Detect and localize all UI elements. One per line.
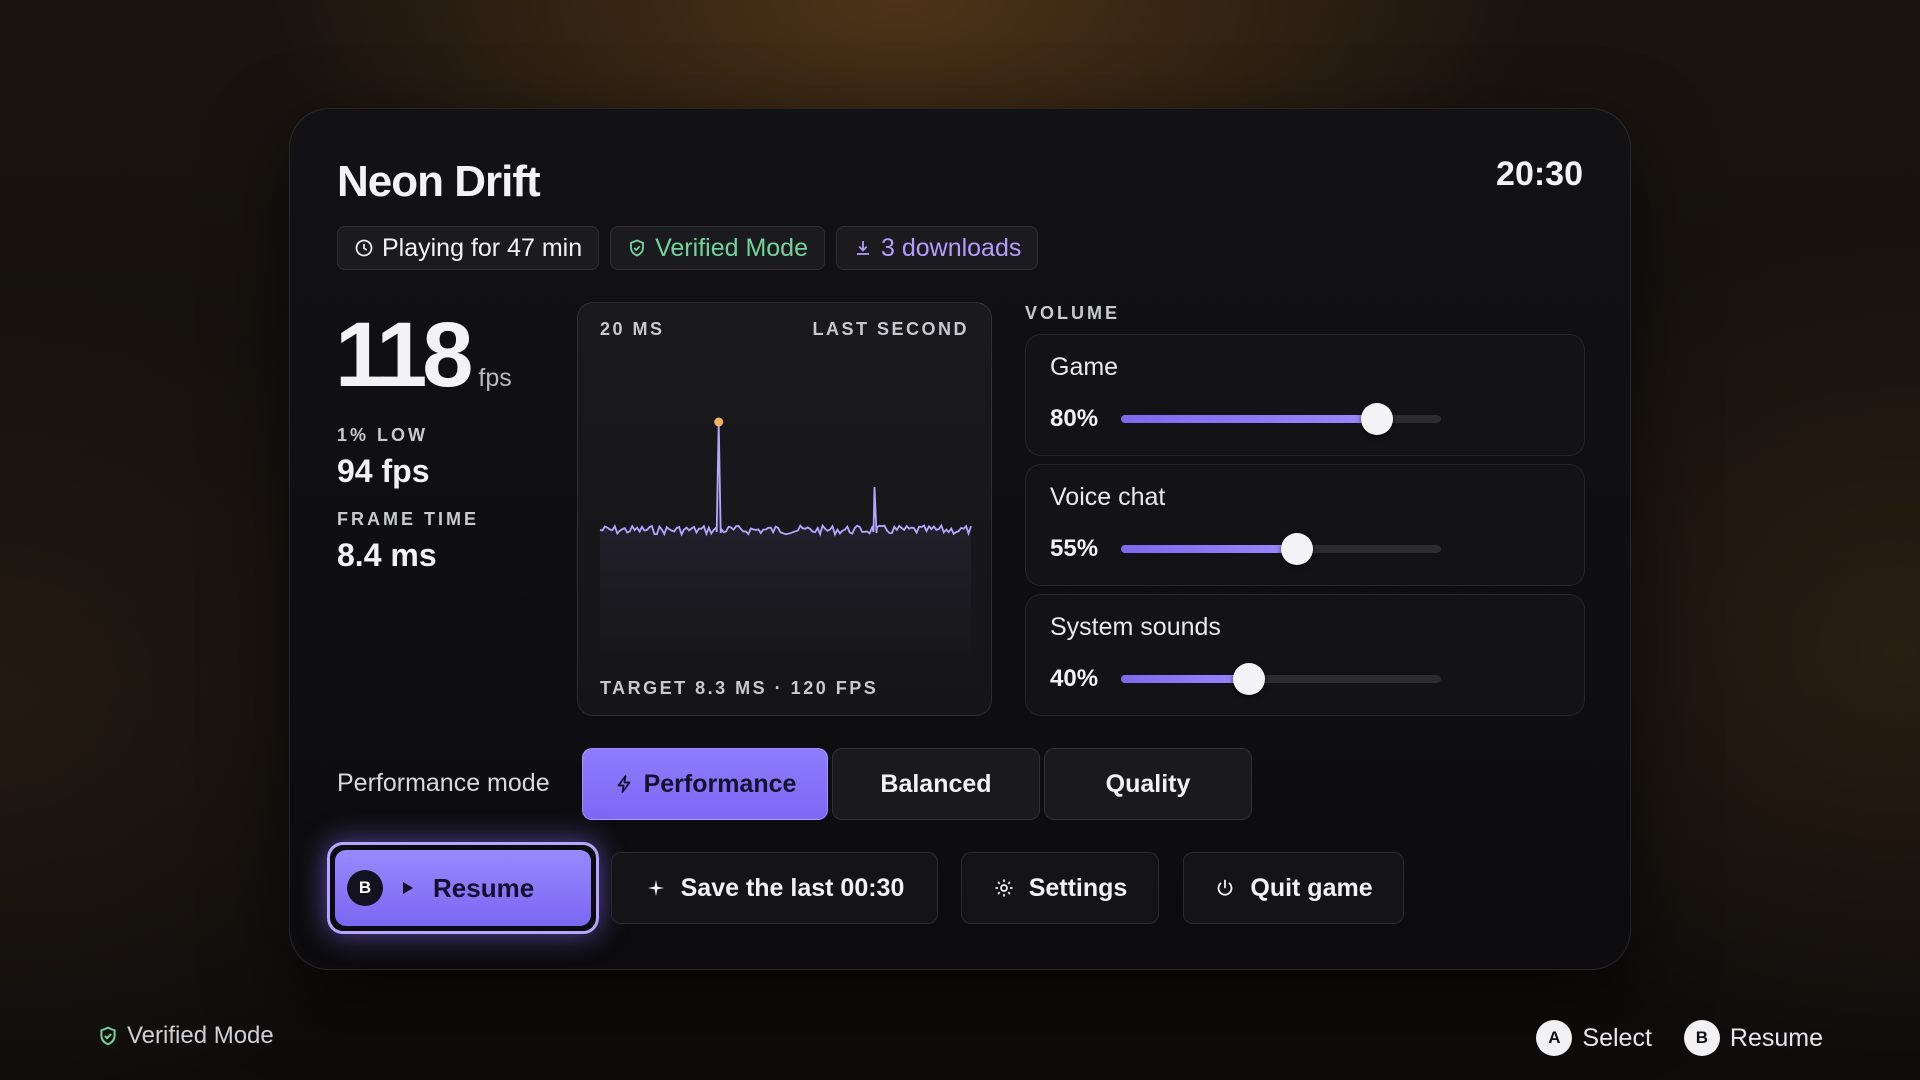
- volume-card-voice-chat: Voice chat 55%: [1025, 464, 1585, 586]
- hint-select: A Select: [1536, 1020, 1652, 1056]
- mode-label-text: Balanced: [880, 769, 992, 798]
- download-icon: [856, 241, 869, 255]
- frame-spike-marker: [714, 417, 724, 427]
- slider-knob[interactable]: [1361, 403, 1393, 435]
- performance-mode-label: Performance mode: [337, 769, 550, 797]
- frame-time-plot: [599, 417, 972, 653]
- volume-percent: 80%: [1050, 405, 1099, 432]
- settings-button[interactable]: Settings: [961, 852, 1159, 924]
- volume-section-label: VOLUME: [1025, 303, 1121, 323]
- slider-knob[interactable]: [1281, 533, 1313, 565]
- volume-name: Game: [1050, 353, 1119, 381]
- playtime-text: Playing for 47 min: [382, 233, 583, 262]
- settings-label: Settings: [1028, 873, 1128, 902]
- volume-card-game: Game 80%: [1025, 334, 1585, 456]
- b-button-badge: B: [347, 870, 383, 906]
- verified-text: Verified Mode: [655, 233, 808, 262]
- a-button-badge: A: [1536, 1020, 1573, 1056]
- downloads-chip[interactable]: 3 downloads: [835, 226, 1039, 270]
- hint-resume: B Resume: [1683, 1020, 1823, 1056]
- power-icon: [1218, 879, 1233, 896]
- mode-quality-button[interactable]: Quality: [1044, 748, 1252, 820]
- save-clip-button[interactable]: Save the last 00:30: [611, 852, 938, 924]
- graph-scale-label: 20 MS: [600, 319, 665, 339]
- hint-label: Resume: [1729, 1023, 1823, 1052]
- graph-target-label: TARGET 8.3 MS · 120 FPS: [600, 678, 879, 698]
- frame-time-label: FRAME TIME: [337, 509, 479, 529]
- volume-slider-game[interactable]: [1121, 403, 1441, 435]
- graph-window-label: LAST SECOND: [812, 319, 969, 339]
- gear-icon: [995, 879, 1013, 897]
- shield-check-icon: [630, 239, 645, 257]
- frame-time-area: [600, 422, 971, 653]
- quit-game-button[interactable]: Quit game: [1183, 852, 1404, 924]
- mode-label-text: Performance: [643, 769, 797, 798]
- slider-fill: [1121, 415, 1377, 423]
- frame-time-line: [599, 421, 972, 537]
- status-chips: Playing for 47 min Verified Mode 3 downl…: [337, 226, 1039, 270]
- hint-label: Select: [1582, 1023, 1652, 1052]
- volume-card-system-sounds: System sounds 40%: [1025, 594, 1585, 716]
- clock: 20:30: [1496, 155, 1583, 193]
- volume-name: Voice chat: [1050, 483, 1166, 511]
- save-clip-label: Save the last 00:30: [680, 873, 905, 902]
- clock-icon: [355, 239, 373, 257]
- volume-name: System sounds: [1050, 613, 1221, 641]
- volume-slider-system-sounds[interactable]: [1121, 663, 1441, 695]
- fps-value: 118: [335, 304, 473, 406]
- mode-balanced-button[interactable]: Balanced: [832, 748, 1040, 820]
- controller-hints: A Select B Resume: [1536, 1020, 1823, 1056]
- playtime-chip: Playing for 47 min: [337, 226, 600, 270]
- quit-game-label: Quit game: [1250, 873, 1373, 902]
- mode-performance-button[interactable]: Performance: [582, 748, 828, 820]
- game-title: Neon Drift: [337, 157, 541, 206]
- low-fps-value: 94 fps: [337, 453, 430, 489]
- resume-label: Resume: [433, 872, 535, 903]
- shield-check-icon: [100, 1026, 116, 1046]
- downloads-text: 3 downloads: [880, 233, 1022, 262]
- b-button-badge: B: [1683, 1020, 1720, 1056]
- frame-time-graph: 20 MS LAST SECOND TARGET 8.3 MS · 120 FP…: [577, 302, 992, 716]
- play-icon: [403, 882, 413, 894]
- slider-fill: [1121, 675, 1249, 683]
- resume-focus-ring: B Resume: [327, 842, 599, 934]
- footer-verified: Verified Mode: [97, 1022, 274, 1050]
- verified-chip: Verified Mode: [610, 226, 825, 270]
- bolt-icon: [617, 775, 630, 793]
- slider-knob[interactable]: [1233, 663, 1265, 695]
- pause-menu-panel: Neon Drift 20:30 Playing for 47 min Veri…: [289, 108, 1631, 970]
- volume-slider-voice-chat[interactable]: [1121, 533, 1441, 565]
- sparkle-icon: [647, 880, 664, 896]
- footer-verified-text: Verified Mode: [127, 1022, 274, 1049]
- volume-percent: 55%: [1050, 535, 1099, 562]
- slider-fill: [1121, 545, 1297, 553]
- resume-button[interactable]: B Resume: [335, 850, 591, 926]
- mode-label-text: Quality: [1105, 769, 1191, 798]
- low-fps-label: 1% LOW: [337, 425, 429, 445]
- frame-time-value: 8.4 ms: [337, 537, 437, 573]
- volume-percent: 40%: [1050, 665, 1099, 692]
- fps-readout: 118 fps: [335, 309, 512, 401]
- fps-unit: fps: [478, 364, 512, 392]
